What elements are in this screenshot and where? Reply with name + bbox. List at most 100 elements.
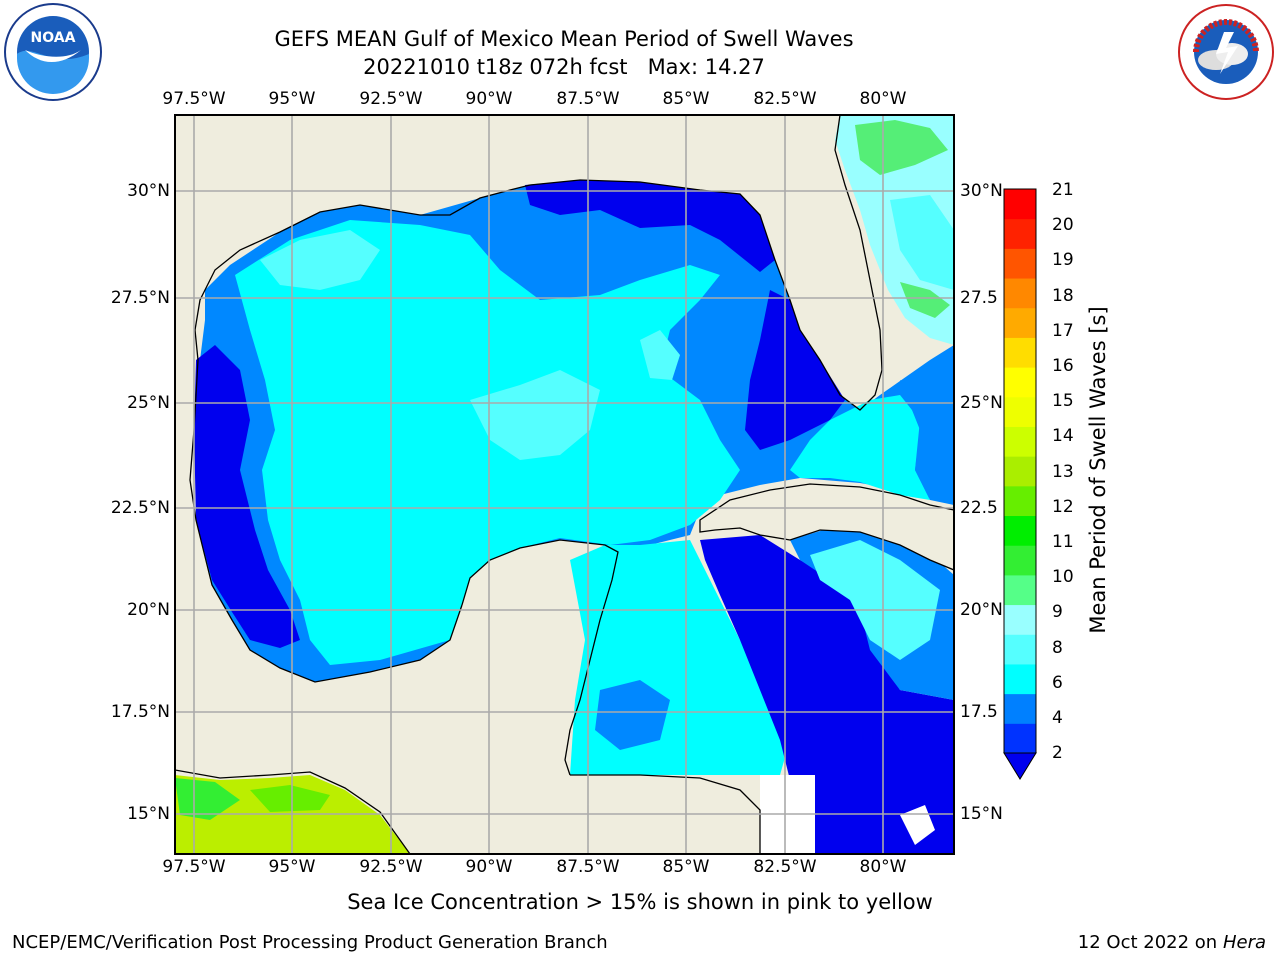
lon-label-top: 95°W [268,89,316,109]
colorbar-band [1004,545,1036,576]
colorbar-band [1004,396,1036,427]
straits-cyan [790,395,930,500]
run-date: 12 Oct 2022 on [1077,932,1218,953]
no-data-patch [900,805,935,845]
lat-label-right: 25°N [960,393,1003,413]
lon-label-bottom: 82.5°W [753,857,817,877]
colorbar-tick: 16 [1052,356,1074,376]
colorbar-bands [1004,189,1036,754]
lat-label-left: 30°N [127,181,170,201]
colorbar-tick: 21 [1052,180,1074,200]
atlantic-green [900,282,950,318]
map-title: GEFS MEAN Gulf of Mexico Mean Period of … [274,27,854,51]
colorbar-band [1004,307,1036,338]
caribbean-mid-blue [595,680,670,750]
lon-label-top: 82.5°W [753,89,817,109]
lon-label-bottom: 92.5°W [359,857,423,877]
light-cyan-patch [260,230,380,290]
colorbar-band [1004,515,1036,546]
map-grid [175,115,954,854]
colorbar-band [1004,337,1036,368]
atlantic-mid-blue [900,380,954,505]
colorbar-band [1004,248,1036,279]
lon-label-bottom: 85°W [662,857,710,877]
colorbar-extend-arrow [1003,752,1037,780]
colorbar-band [1004,456,1036,487]
pacific-coast [175,769,411,854]
lon-label-top: 80°W [859,89,907,109]
colorbar-tick: 4 [1052,708,1063,728]
lon-label-bottom: 95°W [268,857,316,877]
light-cyan-patch [470,370,600,460]
colorbar-tick: 6 [1052,673,1063,693]
lon-label-top: 85°W [662,89,710,109]
colorbar-tick: 15 [1052,391,1074,411]
lat-label-left: 27.5°N [110,288,170,308]
sea-ice-footnote: Sea Ice Concentration > 15% is shown in … [347,890,933,914]
lat-label-right: 17.5 [960,702,998,722]
atlantic-pale [835,115,954,345]
lat-label-right: 27.5 [960,288,998,308]
caribbean-east-light [810,540,940,660]
lon-label-top: 92.5°W [359,89,423,109]
colorbar-band [1004,367,1036,398]
lat-label-left: 22.5°N [110,498,170,518]
run-date-credit: 12 Oct 2022 on Hera [1078,932,1266,953]
colorbar [1003,188,1037,780]
lat-label-left: 17.5°N [110,702,170,722]
lat-label-right: 15°N [960,804,1003,824]
colorbar-band [1004,426,1036,457]
colorbar-tick: 13 [1052,462,1074,482]
colorbar-tick: 12 [1052,497,1074,517]
cuba-land [699,483,954,571]
lon-label-bottom: 90°W [465,857,513,877]
colorbar-tick: 9 [1052,602,1063,622]
central-america-coast [570,774,761,854]
colorbar-tick: 20 [1052,215,1074,235]
colorbar-band [1004,663,1036,695]
atlantic-green [855,120,948,175]
lat-label-right: 30°N [960,181,1003,201]
colorbar-band [1004,278,1036,309]
colorbar-band [1004,693,1036,724]
lat-label-right: 20°N [960,600,1003,620]
lat-label-left: 25°N [127,393,170,413]
lon-label-top: 90°W [465,89,513,109]
colorbar-frame [1003,188,1037,754]
pacific-green [175,778,240,820]
deep-blue-florida [745,290,845,450]
producer-credit: NCEP/EMC/Verification Post Processing Pr… [12,932,608,953]
colorbar-tick: 18 [1052,286,1074,306]
colorbar-tick: 19 [1052,250,1074,270]
noaa-logo: NOAA [4,3,102,101]
lat-label-right: 22.5 [960,498,998,518]
lon-label-top: 97.5°W [162,89,226,109]
caribbean-deep-blue [700,535,954,854]
run-host: Hera [1222,932,1266,953]
north-coast [194,115,883,411]
light-cyan-patch [640,330,680,380]
colorbar-band [1004,604,1036,635]
colorbar-title: Mean Period of Swell Waves [s] [1086,306,1110,634]
colorbar-tick: 2 [1052,743,1063,763]
colorbar-band [1004,218,1036,249]
noaa-logo-text: NOAA [31,30,76,46]
colorbar-tick: 8 [1052,638,1063,658]
colorbar-band [1004,634,1036,665]
colorbar-tick: 14 [1052,426,1074,446]
colorbar-band [1004,485,1036,517]
nws-logo [1178,4,1274,100]
lat-label-left: 20°N [127,600,170,620]
cyan-interior [235,220,740,665]
pacific-green [250,785,330,812]
deep-blue-west [194,345,300,648]
yucatan-coast [461,539,619,776]
map-subtitle: 20221010 t18z 072h fcst Max: 14.27 [363,55,765,79]
colorbar-tick: 17 [1052,321,1074,341]
lon-label-bottom: 97.5°W [162,857,226,877]
colorbar-tick: 11 [1052,532,1074,552]
map-frame [174,114,955,855]
lon-label-top: 87.5°W [556,89,620,109]
atlantic-cyan [890,195,954,290]
